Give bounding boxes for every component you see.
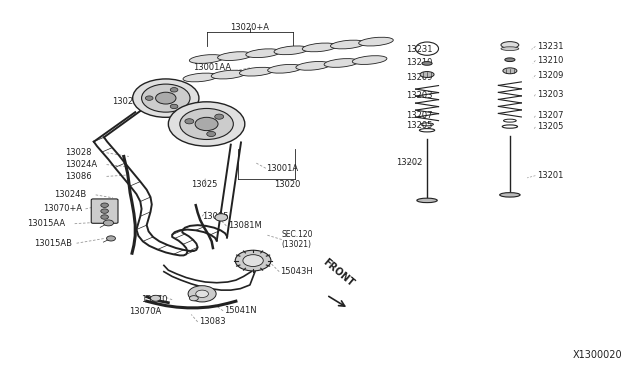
Circle shape bbox=[243, 255, 263, 266]
Text: 13209: 13209 bbox=[537, 71, 563, 80]
Ellipse shape bbox=[422, 62, 432, 65]
Ellipse shape bbox=[324, 59, 358, 67]
Ellipse shape bbox=[420, 71, 434, 77]
Text: FRONT: FRONT bbox=[321, 257, 356, 288]
Ellipse shape bbox=[246, 49, 280, 58]
Ellipse shape bbox=[296, 61, 330, 70]
Circle shape bbox=[170, 87, 178, 92]
Text: 15041N: 15041N bbox=[225, 306, 257, 315]
Text: 13024A: 13024A bbox=[65, 160, 97, 169]
Text: 13202: 13202 bbox=[396, 157, 423, 167]
Circle shape bbox=[100, 203, 108, 208]
Text: 13209: 13209 bbox=[406, 73, 433, 81]
Text: 13025: 13025 bbox=[191, 180, 217, 189]
Text: 13231: 13231 bbox=[406, 45, 433, 54]
Ellipse shape bbox=[218, 52, 252, 61]
Ellipse shape bbox=[501, 42, 519, 48]
Text: 13207: 13207 bbox=[537, 111, 563, 121]
Text: 13001AA: 13001AA bbox=[193, 63, 231, 72]
Text: 13205: 13205 bbox=[537, 122, 563, 131]
Text: 13070+A: 13070+A bbox=[43, 204, 82, 214]
Ellipse shape bbox=[500, 193, 520, 197]
FancyBboxPatch shape bbox=[92, 199, 118, 223]
Text: 13020+A: 13020+A bbox=[230, 23, 269, 32]
Ellipse shape bbox=[268, 64, 302, 73]
Text: 13210: 13210 bbox=[537, 56, 563, 65]
Circle shape bbox=[168, 102, 245, 146]
Circle shape bbox=[215, 114, 223, 119]
Ellipse shape bbox=[358, 37, 394, 46]
Text: 13210: 13210 bbox=[406, 58, 433, 67]
Text: 13203: 13203 bbox=[406, 91, 433, 100]
Circle shape bbox=[207, 131, 216, 137]
Circle shape bbox=[156, 92, 176, 104]
Text: SEC.120
(13021): SEC.120 (13021) bbox=[282, 230, 313, 249]
Text: X1300020: X1300020 bbox=[573, 350, 623, 359]
Circle shape bbox=[180, 109, 234, 140]
Circle shape bbox=[141, 84, 190, 112]
Text: 13085: 13085 bbox=[202, 212, 228, 221]
Text: 13081M: 13081M bbox=[228, 221, 261, 230]
Text: 13086: 13086 bbox=[65, 172, 92, 181]
Circle shape bbox=[196, 290, 209, 298]
Circle shape bbox=[150, 295, 161, 301]
Circle shape bbox=[215, 214, 228, 221]
Ellipse shape bbox=[302, 43, 337, 52]
Text: 13024B: 13024B bbox=[54, 190, 86, 199]
Circle shape bbox=[195, 117, 218, 131]
Ellipse shape bbox=[274, 46, 308, 55]
Text: 13028: 13028 bbox=[65, 148, 92, 157]
Ellipse shape bbox=[352, 56, 387, 64]
Text: 13207: 13207 bbox=[406, 111, 433, 121]
Circle shape bbox=[103, 220, 113, 226]
Text: 13203: 13203 bbox=[537, 90, 563, 99]
Circle shape bbox=[185, 119, 194, 124]
Ellipse shape bbox=[501, 47, 519, 51]
Ellipse shape bbox=[239, 67, 274, 76]
Circle shape bbox=[188, 286, 216, 302]
Text: 15043H: 15043H bbox=[280, 267, 313, 276]
Text: 13201: 13201 bbox=[537, 171, 563, 180]
Text: 13001A: 13001A bbox=[266, 164, 298, 173]
Text: 13231: 13231 bbox=[537, 42, 563, 51]
Ellipse shape bbox=[417, 198, 437, 203]
Text: 13020: 13020 bbox=[274, 180, 301, 189]
Circle shape bbox=[170, 104, 178, 109]
Text: 13015AB: 13015AB bbox=[35, 239, 72, 248]
Text: 13083: 13083 bbox=[199, 317, 225, 326]
Text: 13070: 13070 bbox=[141, 295, 168, 304]
Circle shape bbox=[106, 236, 115, 241]
Text: 13024: 13024 bbox=[112, 97, 138, 106]
Circle shape bbox=[100, 215, 108, 219]
Text: 13015AA: 13015AA bbox=[27, 219, 65, 228]
Text: 13070A: 13070A bbox=[129, 307, 161, 316]
Ellipse shape bbox=[211, 70, 246, 79]
Circle shape bbox=[100, 209, 108, 213]
Circle shape bbox=[236, 250, 271, 271]
Circle shape bbox=[189, 296, 198, 301]
Ellipse shape bbox=[503, 68, 517, 74]
Text: 13205: 13205 bbox=[406, 121, 433, 129]
Ellipse shape bbox=[330, 40, 365, 49]
Ellipse shape bbox=[505, 58, 515, 62]
Ellipse shape bbox=[183, 73, 218, 82]
Circle shape bbox=[132, 79, 199, 117]
Ellipse shape bbox=[189, 55, 224, 63]
Circle shape bbox=[145, 96, 153, 100]
